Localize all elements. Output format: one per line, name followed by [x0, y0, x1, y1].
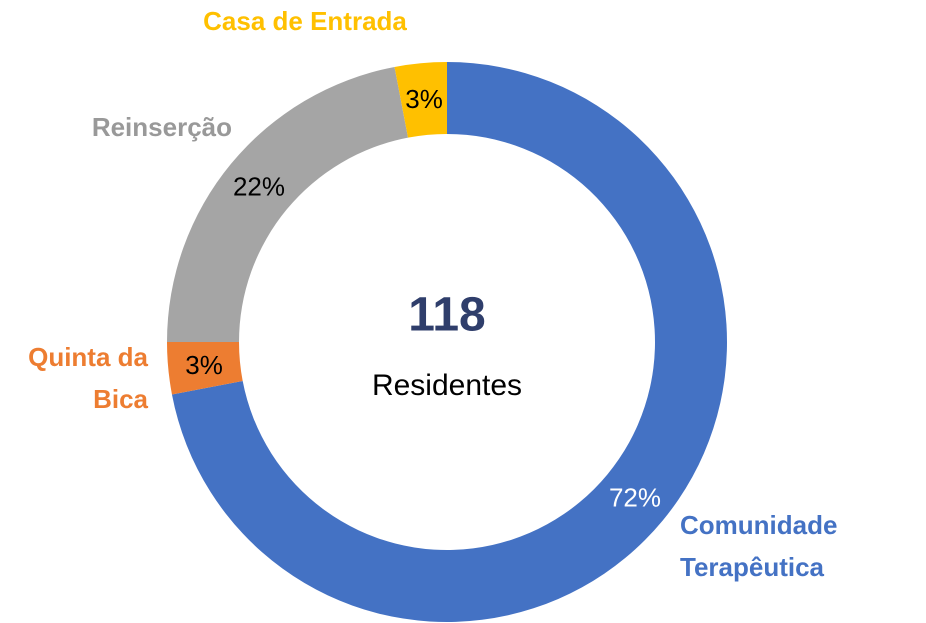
data-label: 72% [609, 482, 661, 512]
center-value: 118 [408, 289, 485, 342]
category-label: Comunidade Terapêutica [680, 510, 838, 582]
data-label: 3% [185, 350, 223, 380]
donut-segment [167, 66, 409, 343]
category-label: Casa de Entrada [203, 6, 407, 36]
category-label: Reinserção [91, 112, 232, 142]
donut-segment [394, 62, 447, 138]
center-label: Residentes [372, 369, 522, 402]
category-label: Quinta da Bica [28, 342, 148, 414]
donut-segment [167, 342, 243, 395]
data-label: 3% [405, 84, 443, 114]
data-label: 22% [233, 171, 285, 201]
